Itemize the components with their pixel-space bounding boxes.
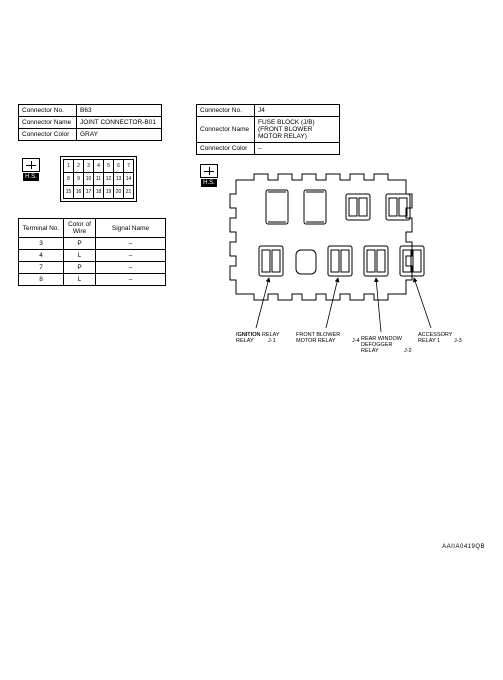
svg-text:J-3: J-3 <box>454 338 462 344</box>
left-connector-info-table: Connector No. B63 Connector Name JOINT C… <box>18 104 162 141</box>
pin: 1 <box>64 160 74 173</box>
table-row: 7 P – <box>19 262 166 274</box>
pin: 4 <box>94 160 104 173</box>
pin: 15 <box>64 186 74 199</box>
th-wire: Color of Wire <box>64 219 96 238</box>
label-connector-name: Connector Name <box>19 117 77 129</box>
label-connector-no: Connector No. <box>19 105 77 117</box>
term-wire: P <box>64 238 96 250</box>
term-signal: – <box>96 274 166 286</box>
table-row: 3 P – <box>19 238 166 250</box>
pin: 9 <box>74 173 84 186</box>
pin: 17 <box>84 186 94 199</box>
pin: 20 <box>114 186 124 199</box>
pin: 10 <box>84 173 94 186</box>
label-connector-color: Connector Color <box>19 129 77 141</box>
term-signal: – <box>96 238 166 250</box>
pin: 21 <box>124 186 134 199</box>
term-wire: L <box>64 274 96 286</box>
pin: 19 <box>104 186 114 199</box>
label-connector-color: Connector Color <box>197 143 255 155</box>
term-wire: L <box>64 250 96 262</box>
reference-code: AAIIA0419QB <box>442 544 485 550</box>
left-connector-name: JOINT CONNECTOR-B01 <box>77 117 162 129</box>
table-row: 8 L – <box>19 274 166 286</box>
hs-badge-left: H.S. <box>18 158 44 184</box>
term-no: 7 <box>19 262 64 274</box>
svg-text:ACCESSORYRELAY 1: ACCESSORYRELAY 1 <box>418 332 453 344</box>
fuse-block-diagram: IGNITION RELAY IGNITIONRELAY J-1 FRONT B… <box>196 160 466 360</box>
label-connector-no: Connector No. <box>197 105 255 117</box>
fuse-block-svg: IGNITION RELAY IGNITIONRELAY J-1 FRONT B… <box>196 160 466 360</box>
pin: 11 <box>94 173 104 186</box>
svg-text:FRONT BLOWERMOTOR RELAY: FRONT BLOWERMOTOR RELAY <box>296 332 340 344</box>
pin: 7 <box>124 160 134 173</box>
th-terminal: Terminal No. <box>19 219 64 238</box>
left-connector-color: GRAY <box>77 129 162 141</box>
left-connector-face: 1 2 3 4 5 6 7 8 9 10 11 12 13 14 15 16 1… <box>60 156 137 202</box>
table-row: 4 L – <box>19 250 166 262</box>
right-connector-name: FUSE BLOCK (J/B) (FRONT BLOWER MOTOR REL… <box>255 117 340 143</box>
pin: 12 <box>104 173 114 186</box>
pin: 3 <box>84 160 94 173</box>
hs-text: H.S. <box>23 173 39 181</box>
term-signal: – <box>96 250 166 262</box>
page-root: Connector No. B63 Connector Name JOINT C… <box>0 0 503 680</box>
pin-grid: 1 2 3 4 5 6 7 8 9 10 11 12 13 14 15 16 1… <box>63 159 134 199</box>
svg-text:J-2: J-2 <box>404 348 412 354</box>
svg-text:IGNITIONRELAY: IGNITIONRELAY <box>236 332 260 344</box>
svg-text:J-4: J-4 <box>352 338 360 344</box>
label-connector-name: Connector Name <box>197 117 255 143</box>
th-signal: Signal Name <box>96 219 166 238</box>
left-connector-no: B63 <box>77 105 162 117</box>
pin: 13 <box>114 173 124 186</box>
pin: 16 <box>74 186 84 199</box>
svg-text:J-1: J-1 <box>268 338 276 344</box>
term-signal: – <box>96 262 166 274</box>
term-no: 3 <box>19 238 64 250</box>
pin: 5 <box>104 160 114 173</box>
term-no: 4 <box>19 250 64 262</box>
pin: 6 <box>114 160 124 173</box>
connector-icon <box>22 158 40 172</box>
pin: 14 <box>124 173 134 186</box>
right-connector-no: J4 <box>255 105 340 117</box>
right-connector-color: – <box>255 143 340 155</box>
pin: 8 <box>64 173 74 186</box>
pin: 2 <box>74 160 84 173</box>
term-no: 8 <box>19 274 64 286</box>
terminal-table: Terminal No. Color of Wire Signal Name 3… <box>18 218 166 286</box>
term-wire: P <box>64 262 96 274</box>
svg-text:REAR WINDOWDEFOGGERRELAY: REAR WINDOWDEFOGGERRELAY <box>361 336 403 354</box>
pin: 18 <box>94 186 104 199</box>
right-connector-info-table: Connector No. J4 Connector Name FUSE BLO… <box>196 104 340 155</box>
